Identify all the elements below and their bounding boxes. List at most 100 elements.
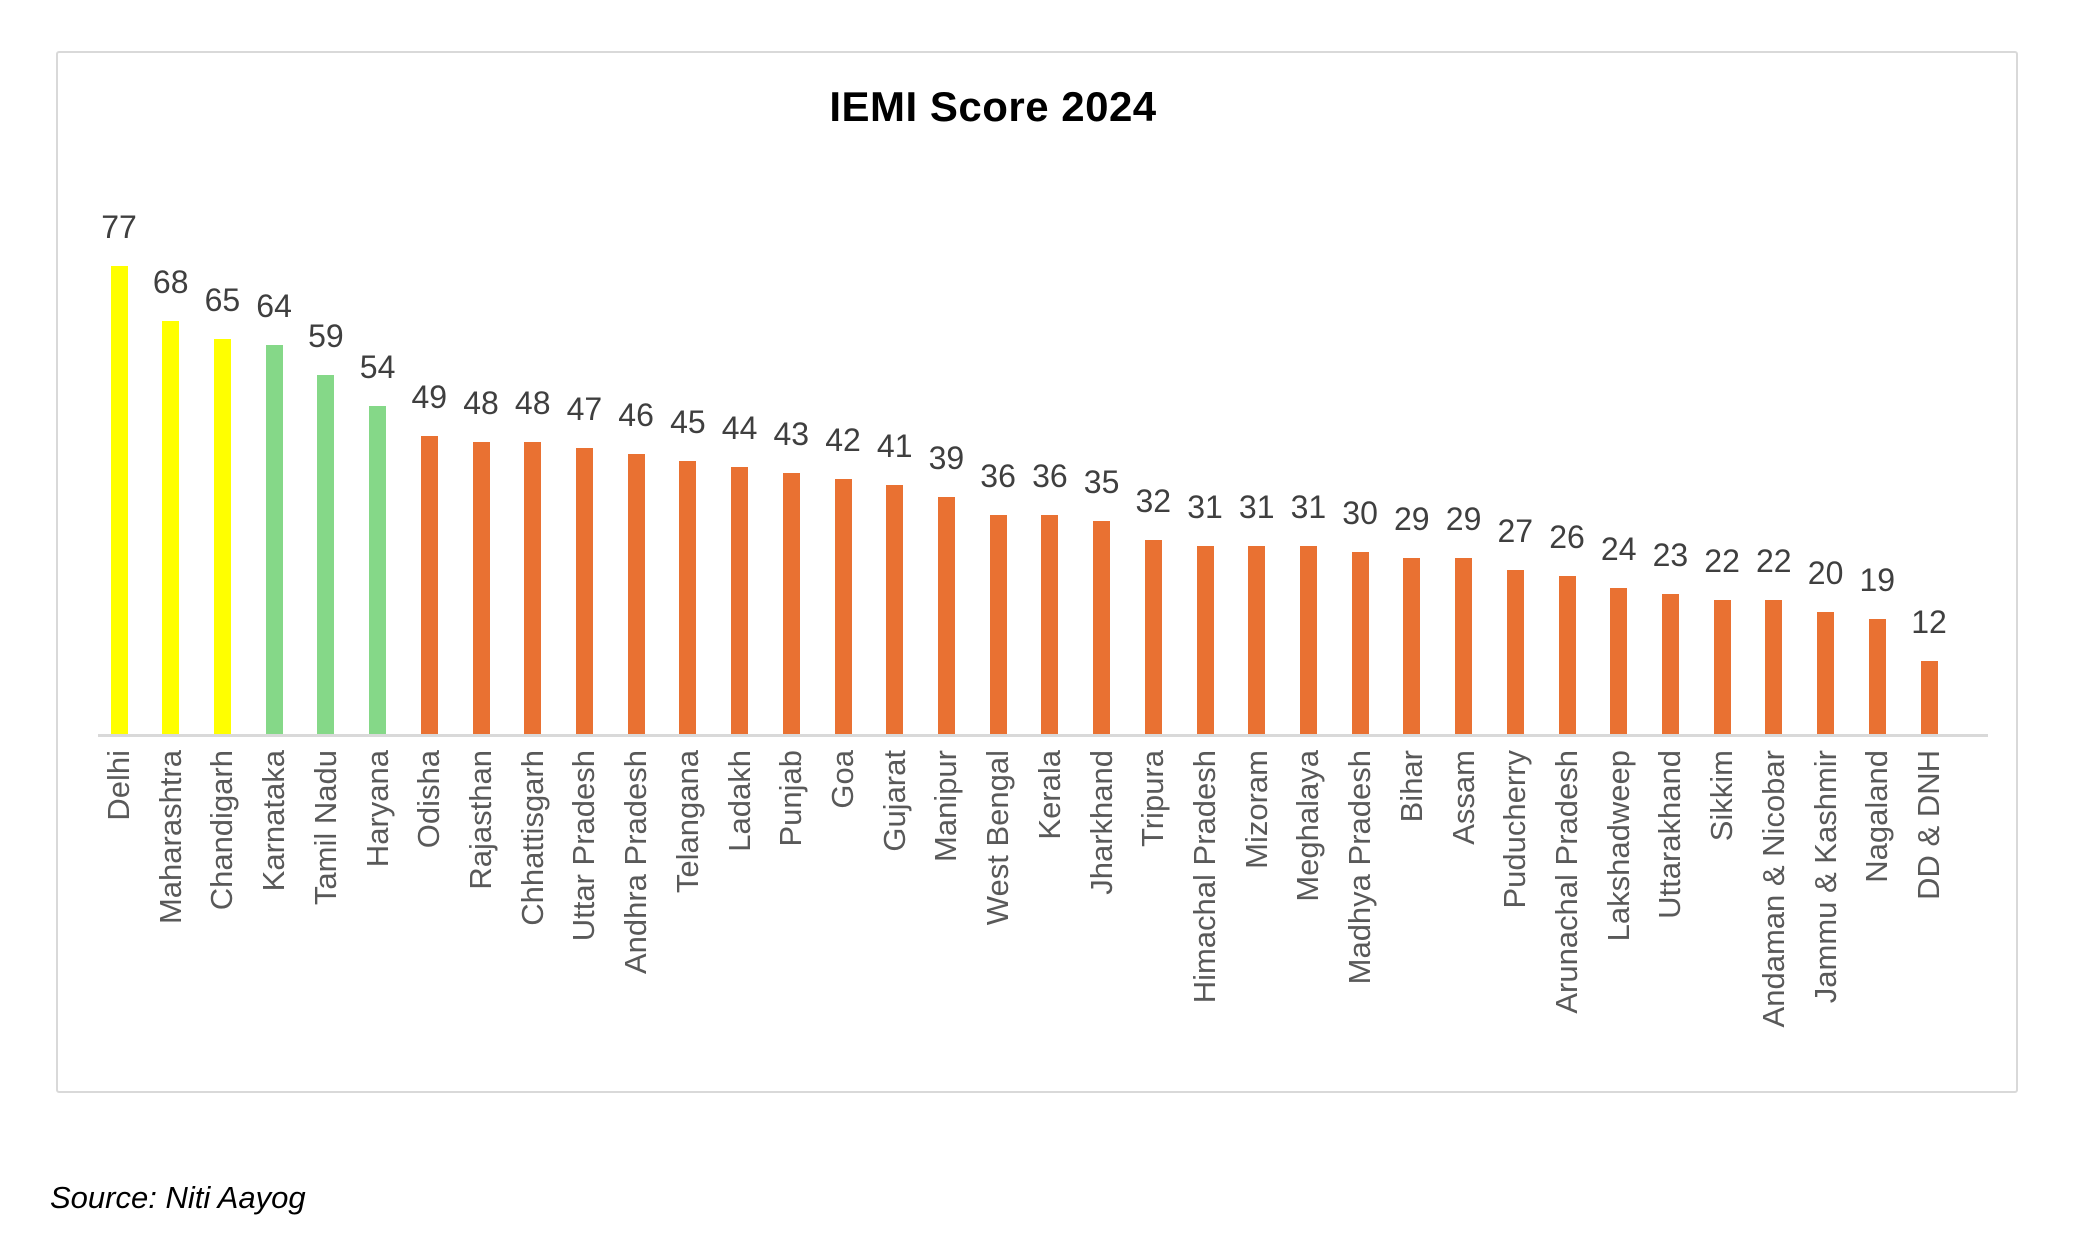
bar [1661, 594, 1679, 734]
bar [834, 478, 852, 734]
bar [1144, 539, 1162, 734]
x-axis-label: Himachal Pradesh [1187, 750, 1222, 1004]
bar-value-label: 30 [1342, 494, 1378, 531]
bar [162, 320, 180, 734]
x-axis-label: Manipur [928, 750, 964, 862]
x-axis-label: Karnataka [256, 750, 292, 892]
x-axis-label: Andhra Pradesh [618, 750, 654, 975]
bar-value-label: 47 [566, 391, 603, 428]
bar-value-label: 48 [514, 385, 551, 422]
bar-value-label: 31 [1238, 488, 1275, 525]
bar-value-label: 77 [101, 209, 137, 245]
x-axis-label: Tamil Nadu [307, 750, 343, 906]
x-axis-label: Gujarat [876, 750, 912, 852]
bar-value-label: 29 [1445, 500, 1482, 537]
x-axis-label: Uttar Pradesh [566, 750, 602, 942]
bar [1610, 588, 1628, 734]
bar-value-label: 22 [1756, 543, 1792, 580]
bar [1299, 545, 1317, 734]
x-axis-label: Meghalaya [1290, 750, 1326, 902]
bar-value-label: 36 [1032, 458, 1068, 495]
x-axis-label: Maharashtra [152, 750, 188, 925]
bar-value-label: 42 [825, 421, 861, 458]
bar-value-label: 31 [1290, 488, 1327, 525]
bar-value-label: 35 [1083, 464, 1120, 501]
x-axis-label: Uttarakhand [1652, 750, 1688, 919]
chart-panel: IEMI Score 2024 77 Delhi 68 Maharashtra 65 Ch… [56, 51, 2018, 1093]
bar-value-label: 19 [1859, 561, 1896, 598]
bar-value-label: 29 [1394, 500, 1430, 537]
plot-area: 77 Delhi 68 Maharashtra 65 Chandigarh 64 Karnat… [58, 53, 2016, 1091]
x-axis-label: Jammu & Kashmir [1807, 750, 1843, 1004]
bar [575, 448, 593, 734]
x-axis-label: Assam [1445, 750, 1481, 845]
bar [1403, 557, 1421, 734]
bar [472, 442, 490, 734]
bar [731, 466, 749, 734]
x-axis-label: Kerala [1031, 750, 1067, 840]
bar [524, 442, 542, 734]
x-axis-label: Goa [825, 750, 860, 809]
x-axis-label: Ladakh [721, 750, 757, 852]
bar [627, 454, 645, 734]
bar [1765, 600, 1783, 734]
bar [1817, 612, 1835, 734]
bar-value-label: 26 [1549, 519, 1585, 555]
bar [1351, 551, 1369, 734]
bar-value-label: 43 [773, 415, 810, 452]
bar [369, 405, 387, 734]
bar [679, 460, 697, 734]
bar-value-label: 48 [463, 385, 499, 422]
bar-value-label: 22 [1704, 543, 1740, 580]
bar-value-label: 20 [1807, 555, 1844, 592]
bar-value-label: 59 [308, 318, 344, 355]
bar [1196, 545, 1214, 734]
bar [265, 345, 283, 734]
bar-value-label: 45 [670, 403, 706, 440]
bar-value-label: 27 [1497, 512, 1534, 549]
bar-value-label: 54 [359, 348, 396, 385]
bar-value-label: 41 [876, 427, 913, 464]
x-axis-label: Jharkhand [1083, 750, 1119, 895]
bar [1868, 618, 1886, 734]
bar [1248, 545, 1266, 734]
bar-value-label: 65 [204, 281, 241, 318]
bar-value-label: 23 [1652, 537, 1689, 574]
bar-value-label: 64 [256, 288, 292, 324]
bar-value-label: 68 [152, 263, 189, 300]
bar [317, 375, 335, 734]
x-axis-label: Sikkim [1704, 750, 1740, 842]
bar [1506, 569, 1524, 734]
bar [420, 436, 438, 734]
bar [1920, 661, 1938, 734]
x-axis-label: Chandigarh [204, 750, 240, 911]
bar-value-label: 32 [1135, 482, 1172, 519]
bar [782, 472, 800, 734]
bar [886, 484, 904, 734]
source-note: Source: Niti Aayog [50, 1180, 306, 1215]
bar-value-label: 12 [1911, 604, 1947, 641]
bar [937, 497, 955, 734]
x-axis-label: Lakshadweep [1600, 750, 1636, 942]
x-axis-line [98, 734, 1988, 737]
x-axis-label: Haryana [359, 750, 395, 868]
bar [1093, 521, 1111, 734]
x-axis-label: Chhattisgarh [514, 750, 550, 926]
x-axis-label: Odisha [411, 750, 447, 849]
bar [1558, 576, 1576, 734]
bar [1455, 557, 1473, 734]
bar-value-label: 46 [618, 397, 654, 434]
x-axis-label: Tripura [1135, 750, 1171, 848]
chart-title: IEMI Score 2024 [829, 83, 1157, 130]
bar-value-label: 36 [980, 458, 1016, 495]
x-axis-label: Puducherry [1497, 750, 1533, 909]
x-axis-label: West Bengal [980, 750, 1016, 926]
bar-value-label: 44 [721, 409, 758, 446]
bar [110, 266, 128, 734]
bar-value-label: 31 [1187, 488, 1223, 525]
x-axis-label: Delhi [101, 750, 136, 821]
x-axis-label: Rajasthan [463, 750, 498, 890]
x-axis-label: Nagaland [1859, 750, 1895, 883]
x-axis-label: DD & DNH [1911, 750, 1946, 900]
